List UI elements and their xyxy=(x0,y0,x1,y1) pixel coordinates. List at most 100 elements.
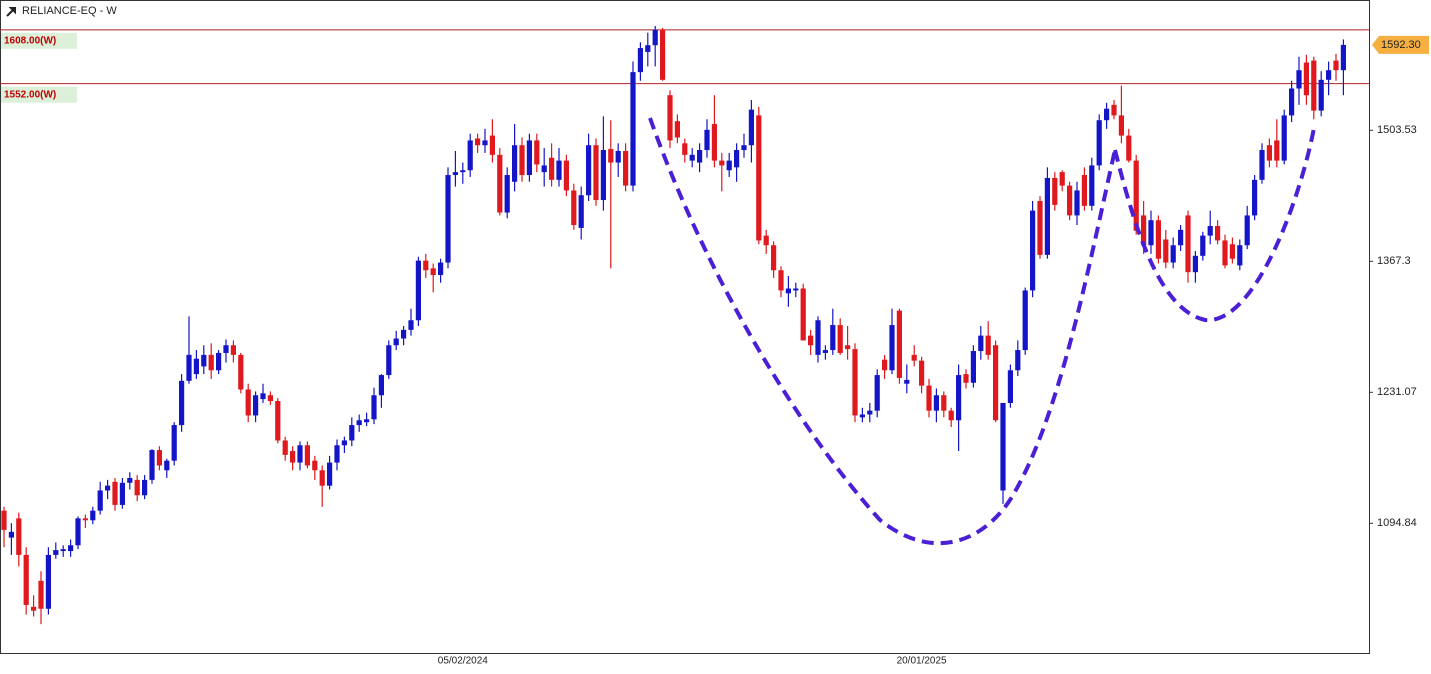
candle-body xyxy=(867,410,873,415)
candle-body xyxy=(1081,175,1087,206)
candle-body xyxy=(785,288,791,294)
candle-body xyxy=(275,401,281,441)
candle-body xyxy=(75,518,81,546)
candle-body xyxy=(186,354,192,381)
candle-body xyxy=(327,462,333,486)
candle-body xyxy=(1074,190,1080,216)
candle-body xyxy=(216,352,222,371)
candle-body xyxy=(608,149,614,163)
candle-body xyxy=(763,235,769,246)
candle-body xyxy=(1052,177,1058,205)
candle-body xyxy=(467,140,473,171)
candle-body xyxy=(1059,172,1065,186)
candle-body xyxy=(1170,245,1176,263)
candle-body xyxy=(1178,229,1184,246)
x-tick-label: 20/01/2025 xyxy=(897,656,947,667)
candle-body xyxy=(845,345,851,350)
candle-body xyxy=(38,580,44,609)
y-tick-label: 1231.07 xyxy=(1377,386,1417,398)
candle-body xyxy=(475,138,481,146)
candle-body xyxy=(1089,165,1095,206)
candle-body xyxy=(852,349,858,416)
candle-body xyxy=(1155,220,1161,259)
candle-body xyxy=(534,140,540,165)
candle-body xyxy=(408,320,414,330)
candle-body xyxy=(171,425,177,461)
candle-body xyxy=(771,245,777,271)
y-tick-label: 1503.53 xyxy=(1377,124,1417,136)
candle-body xyxy=(956,375,962,421)
candle-body xyxy=(1340,44,1346,71)
candle-body xyxy=(253,395,259,416)
candle-body xyxy=(134,479,140,496)
candle-body xyxy=(393,338,399,346)
handle-curve xyxy=(1113,127,1316,323)
candle-body xyxy=(808,335,814,346)
candle-body xyxy=(704,129,710,151)
candle-body xyxy=(563,160,569,191)
candle-body xyxy=(119,482,125,505)
candle-body xyxy=(756,115,762,241)
candle-body xyxy=(127,477,133,483)
candle-body xyxy=(1067,185,1073,216)
candle-body xyxy=(1207,226,1213,236)
candle-body xyxy=(1222,240,1228,266)
candle-body xyxy=(882,359,888,371)
y-tick-label: 1094.84 xyxy=(1377,517,1417,529)
candle-body xyxy=(985,335,991,355)
candle-body xyxy=(541,165,547,173)
candle-body xyxy=(637,48,643,73)
candle-body xyxy=(112,481,118,505)
candle-body xyxy=(970,351,976,383)
candle-body xyxy=(689,154,695,161)
candle-body xyxy=(1141,215,1147,246)
candles xyxy=(1,25,1346,625)
candle-body xyxy=(1037,200,1043,255)
candle-body xyxy=(1192,255,1198,273)
candle-body xyxy=(260,393,266,400)
candle-body xyxy=(423,260,429,271)
candle-body xyxy=(859,414,865,418)
candle-body xyxy=(815,320,821,355)
candle-body xyxy=(201,354,207,367)
candle-body xyxy=(1303,62,1309,96)
candle-body xyxy=(526,140,532,176)
candle-body xyxy=(53,550,59,555)
candle-body xyxy=(519,145,525,176)
candle-body xyxy=(1296,70,1302,89)
candle-body xyxy=(600,150,606,201)
candle-body xyxy=(623,150,629,186)
candle-body xyxy=(142,479,148,496)
candle-body xyxy=(334,445,340,463)
candle-body xyxy=(364,419,370,423)
candle-body xyxy=(156,450,162,466)
candle-body xyxy=(23,554,29,605)
candle-body xyxy=(593,145,599,201)
candle-body xyxy=(889,325,895,371)
candle-body xyxy=(290,451,296,463)
candle-body xyxy=(1237,245,1243,266)
y-tick-label: 1367.3 xyxy=(1377,255,1411,267)
plot-frame xyxy=(0,0,1370,654)
candle-body xyxy=(297,445,303,463)
candle-body xyxy=(1185,215,1191,273)
candle-body xyxy=(504,175,510,213)
candle-body xyxy=(1333,60,1339,71)
candle-body xyxy=(1133,160,1139,231)
candle-body xyxy=(748,109,754,146)
candle-body xyxy=(645,45,651,52)
candle-body xyxy=(386,345,392,376)
candle-body xyxy=(933,395,939,411)
candle-body xyxy=(245,389,251,416)
candle-body xyxy=(874,375,880,411)
last-price-tag xyxy=(1372,35,1429,54)
candle-body xyxy=(208,354,214,371)
candle-body xyxy=(1000,402,1006,491)
candle-body xyxy=(1266,145,1272,161)
candle-body xyxy=(445,175,451,263)
candle-body xyxy=(149,450,155,480)
cup-curve xyxy=(648,117,1117,546)
candle-body xyxy=(1311,60,1317,111)
